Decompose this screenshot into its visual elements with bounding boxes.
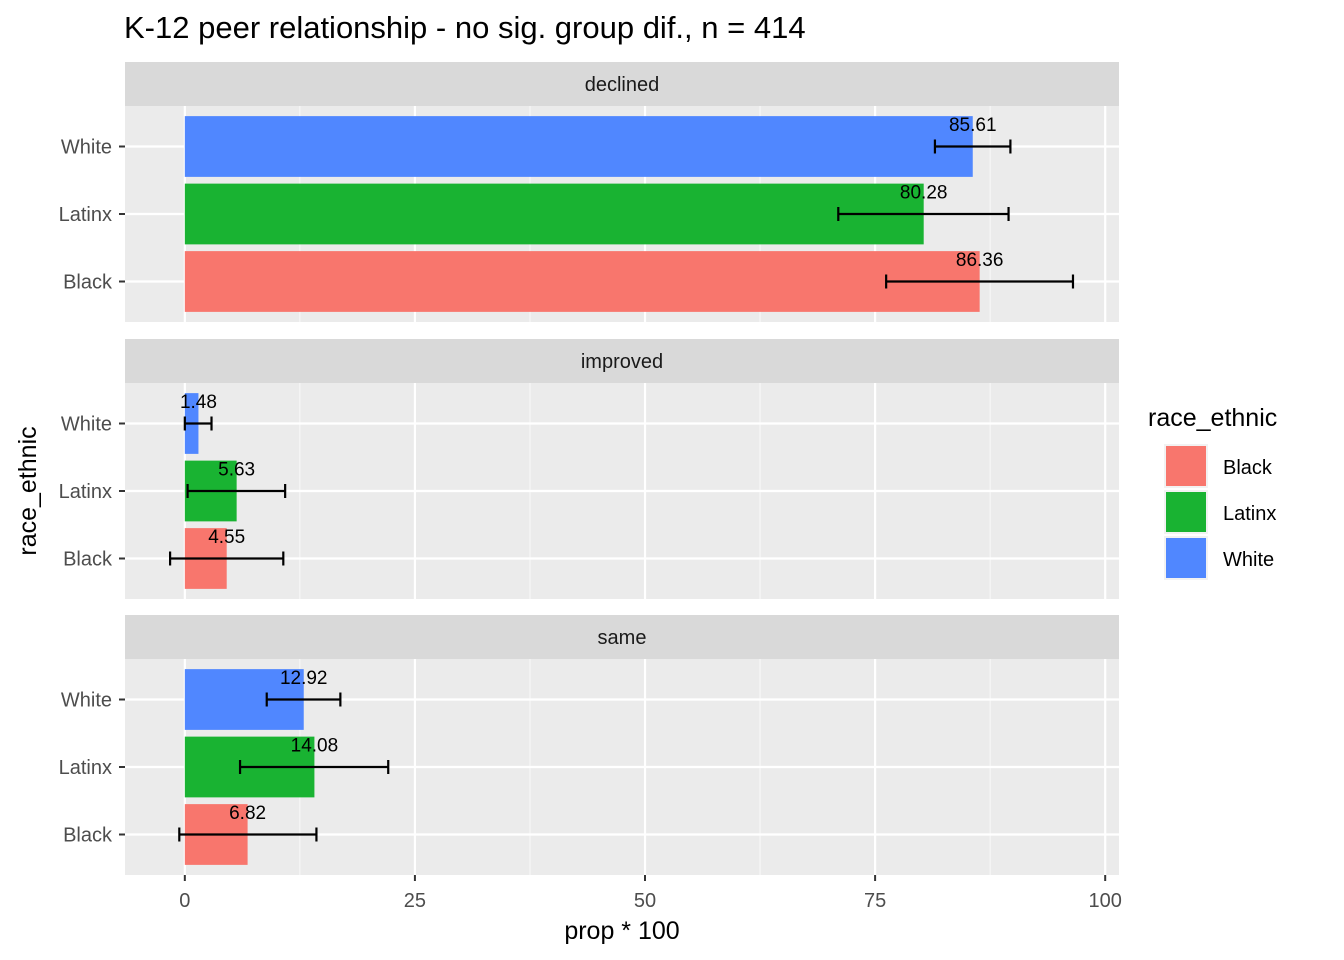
legend-label: Black	[1223, 457, 1273, 479]
data-label: 86.36	[956, 250, 1004, 271]
facet-strip	[125, 62, 1119, 106]
x-tick-label: 50	[634, 890, 656, 912]
data-label: 6.82	[229, 803, 266, 824]
bar-declined-white	[184, 116, 973, 177]
legend-swatch-latinx	[1166, 492, 1206, 532]
facet-strip	[125, 339, 1119, 383]
y-tick-label: White	[61, 414, 112, 436]
x-tick-label: 0	[179, 890, 190, 912]
legend-title: race_ethnic	[1148, 404, 1277, 432]
y-tick-label: White	[61, 137, 112, 159]
facet-strip	[125, 615, 1119, 659]
legend-swatch-black	[1166, 446, 1206, 486]
legend-label: White	[1223, 549, 1274, 571]
bar-declined-latinx	[184, 183, 924, 245]
facet-declined: declined Black Latinx White 86.36 80.28 85.61	[59, 62, 1119, 322]
y-tick-label: White	[61, 690, 112, 712]
y-tick-label: Latinx	[59, 757, 112, 779]
y-tick-label: Black	[63, 549, 113, 571]
data-label: 85.61	[949, 115, 997, 136]
data-label: 12.92	[280, 668, 328, 689]
facet-strip-label: same	[598, 627, 647, 649]
x-tick-label: 100	[1089, 890, 1122, 912]
bar-declined-black	[184, 251, 980, 312]
x-axis-title: prop * 100	[564, 917, 679, 945]
legend-swatch-white	[1166, 538, 1206, 578]
y-tick-label: Latinx	[59, 481, 112, 503]
facet-same: same Black Latinx White 6.82 14.08 12.92	[59, 615, 1119, 875]
facet-strip-label: improved	[581, 351, 663, 373]
y-tick-label: Latinx	[59, 204, 112, 226]
facet-strip-label: declined	[585, 74, 660, 96]
facet-panels: declined Black Latinx White 86.36 80.28 85.61 i…	[59, 62, 1119, 875]
data-label: 1.48	[180, 392, 217, 413]
y-tick-label: Black	[63, 272, 113, 294]
x-tick-label: 25	[404, 890, 426, 912]
x-axis: 0 25 50 75 100	[179, 875, 1122, 912]
legend-label: Latinx	[1223, 503, 1276, 525]
y-tick-label: Black	[63, 825, 113, 847]
x-tick-label: 75	[864, 890, 886, 912]
data-label: 5.63	[218, 460, 255, 481]
chart-title: K-12 peer relationship - no sig. group d…	[124, 10, 806, 45]
facet-improved: improved Black Latinx White 4.55 5.63 1.48	[59, 339, 1119, 599]
data-label: 80.28	[900, 183, 948, 204]
data-label: 14.08	[291, 736, 339, 757]
data-label: 4.55	[208, 527, 245, 548]
legend: race_ethnic Black Latinx White	[1148, 404, 1277, 580]
y-axis-title: race_ethnic	[14, 426, 42, 555]
